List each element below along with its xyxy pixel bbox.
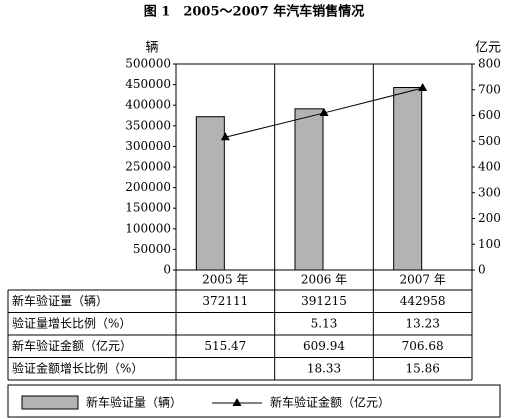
- legend-swatch: [21, 395, 79, 410]
- y2-tick-label: 500: [478, 134, 501, 148]
- y2-tick-label: 0: [478, 263, 486, 277]
- legend-label: 新车验证量（辆）: [86, 395, 182, 410]
- y-tick-label: 150000: [125, 201, 171, 215]
- y2-axis-label: 亿元: [475, 41, 501, 56]
- table-cell: 13.23: [405, 316, 439, 330]
- table-cell: 609.94: [303, 339, 345, 353]
- y2-tick-label: 700: [478, 82, 501, 96]
- y-tick-label: 500000: [125, 57, 171, 71]
- y2-tick-label: 300: [478, 185, 501, 199]
- legend-frame: [7, 384, 501, 418]
- y2-tick-label: 400: [478, 160, 501, 174]
- x-tick-label: 2006 年: [301, 273, 347, 287]
- y-tick-label: 300000: [125, 139, 171, 153]
- row-label: 验证金额增长比例（%）: [12, 360, 143, 375]
- table-cell: 5.13: [311, 316, 338, 330]
- legend-label: 新车验证金额（亿元）: [270, 395, 390, 410]
- y-tick-label: 250000: [125, 160, 171, 174]
- table-cell: 515.47: [204, 339, 246, 353]
- y-tick-label: 200000: [125, 180, 171, 194]
- y-tick-label: 450000: [125, 77, 171, 91]
- table-cell: 18.33: [307, 361, 341, 375]
- table-cell: 372111: [202, 294, 248, 308]
- bar: [393, 87, 423, 271]
- y-tick-label: 350000: [125, 118, 171, 132]
- table-cell: 391215: [301, 294, 347, 308]
- marker: [418, 83, 428, 92]
- row-label: 验证量增长比例（%）: [12, 315, 131, 330]
- legend-marker: [232, 398, 242, 406]
- y-tick-label: 100000: [125, 221, 171, 235]
- row-label: 新车验证量（辆）: [12, 293, 108, 308]
- row-label: 新车验证金额（亿元）: [12, 338, 132, 353]
- chart-title: 图 1 2005～2007 年汽车销售情况: [144, 4, 364, 20]
- y-tick-label: 50000: [133, 242, 171, 256]
- table-cell: 15.86: [405, 361, 439, 375]
- y2-tick-label: 600: [478, 108, 501, 122]
- table-cell: 706.68: [402, 339, 444, 353]
- y2-tick-label: 800: [478, 57, 501, 71]
- x-tick-label: 2007 年: [399, 273, 445, 287]
- y-tick-label: 0: [163, 263, 171, 277]
- marker: [319, 107, 329, 116]
- y2-tick-label: 100: [478, 237, 501, 251]
- bar: [294, 108, 324, 271]
- y-axis-label: 辆: [145, 41, 158, 56]
- bar: [195, 116, 225, 271]
- x-tick-label: 2005 年: [202, 273, 248, 287]
- y2-tick-label: 200: [478, 211, 501, 225]
- y-tick-label: 400000: [125, 98, 171, 112]
- table-cell: 442958: [400, 294, 446, 308]
- marker: [220, 132, 230, 141]
